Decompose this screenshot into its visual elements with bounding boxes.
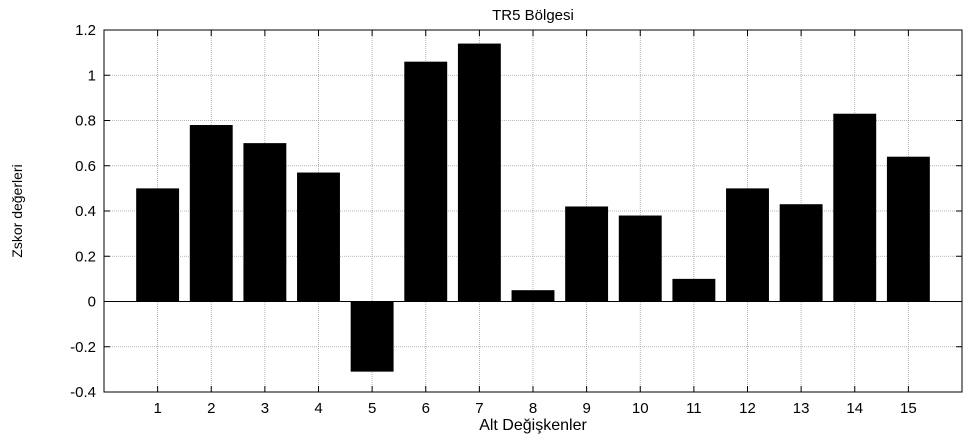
x-tick-label: 1 [153, 400, 161, 417]
bar-10 [618, 215, 662, 302]
x-tick-label: 6 [422, 400, 430, 417]
x-tick-label: 11 [686, 400, 702, 417]
bar-2 [189, 125, 233, 302]
y-axis-label: Zskor değerleri [9, 164, 25, 257]
y-tick-label: -0.2 [70, 339, 96, 356]
bars [136, 43, 930, 372]
bar-3 [243, 143, 287, 302]
x-tick-label: 2 [207, 400, 215, 417]
y-tick-label: -0.4 [70, 384, 96, 401]
bar-12 [726, 188, 769, 302]
bar-11 [672, 278, 716, 302]
chart-title: TR5 Bölgesi [492, 7, 574, 24]
axis-ticks [104, 29, 962, 393]
bar-8 [511, 290, 555, 302]
x-tick-label: 4 [314, 400, 322, 417]
bar-9 [565, 206, 609, 302]
x-tick-label: 15 [900, 400, 917, 417]
x-tick-label: 3 [261, 400, 269, 417]
x-tick-label: 14 [846, 400, 863, 417]
y-tick-labels: -0.4 -0.2 0 0.2 0.4 0.6 0.8 1 1.2 [70, 22, 96, 401]
y-tick-label: 1 [88, 67, 96, 84]
y-tick-label: 0.6 [75, 158, 96, 175]
bar-14 [833, 113, 877, 302]
y-tick-label: 0.4 [75, 203, 96, 220]
x-tick-label: 12 [739, 400, 756, 417]
x-tick-label: 8 [529, 400, 537, 417]
bar-6 [404, 61, 448, 302]
bar-1 [136, 188, 180, 302]
y-tick-label: 0.2 [75, 248, 96, 265]
y-tick-label: 1.2 [75, 22, 96, 39]
bar-13 [779, 204, 823, 302]
x-tick-label: 5 [368, 400, 376, 417]
bar-7 [457, 43, 501, 302]
bar-5 [350, 301, 394, 372]
bar-15 [886, 156, 930, 302]
x-tick-label: 9 [582, 400, 590, 417]
y-tick-label: 0.8 [75, 113, 96, 130]
x-tick-label: 10 [632, 400, 649, 417]
x-tick-label: 13 [793, 400, 810, 417]
bar-4 [297, 172, 340, 302]
x-tick-labels: 1 2 3 4 5 6 7 8 9 10 11 12 13 14 15 [153, 400, 916, 417]
y-tick-label: 0 [88, 294, 96, 311]
x-tick-label: 7 [475, 400, 483, 417]
x-axis-label: Alt Değişkenler [479, 417, 587, 434]
